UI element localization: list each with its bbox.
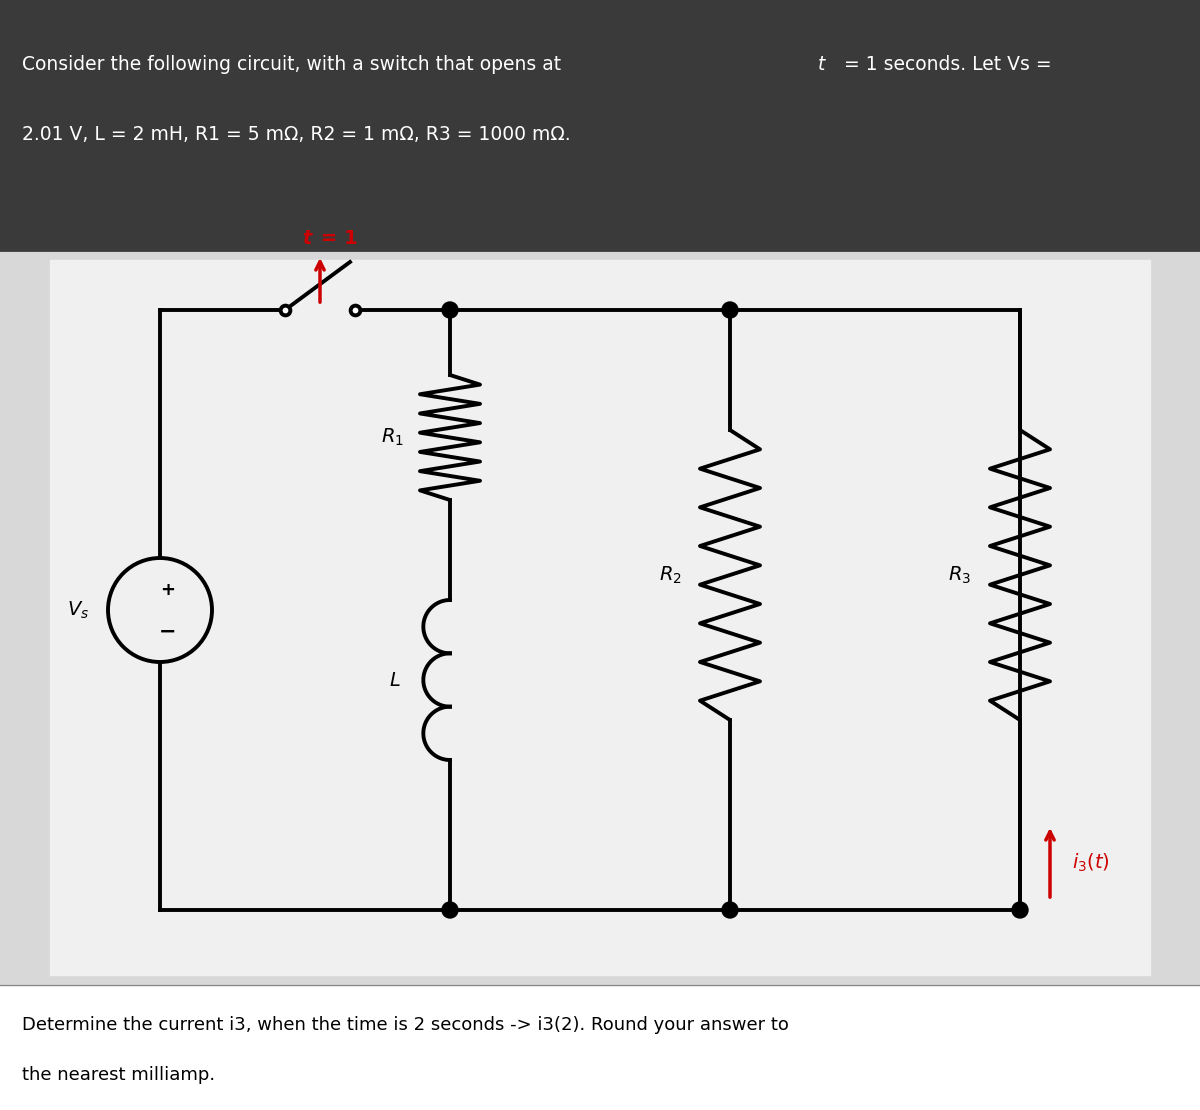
Text: t: t xyxy=(302,229,311,248)
Text: $i_3(t)$: $i_3(t)$ xyxy=(1072,851,1110,874)
Text: $V_s$: $V_s$ xyxy=(67,599,89,620)
Text: −: − xyxy=(160,622,176,642)
Text: $R_3$: $R_3$ xyxy=(948,564,972,586)
Bar xyxy=(50,260,1150,975)
Text: 2.01 V, L = 2 mH, R1 = 5 mΩ, R2 = 1 mΩ, R3 = 1000 mΩ.: 2.01 V, L = 2 mH, R1 = 5 mΩ, R2 = 1 mΩ, … xyxy=(22,125,571,144)
Circle shape xyxy=(722,902,738,918)
Circle shape xyxy=(1012,902,1028,918)
Text: $R_1$: $R_1$ xyxy=(380,427,403,448)
Circle shape xyxy=(442,902,458,918)
Text: Consider the following circuit, with a switch that opens at: Consider the following circuit, with a s… xyxy=(22,56,568,74)
Text: = 1: = 1 xyxy=(314,229,358,248)
Bar xyxy=(0,985,1200,1110)
Circle shape xyxy=(108,558,212,662)
Bar xyxy=(0,250,1200,985)
Text: $L$: $L$ xyxy=(389,670,401,689)
Circle shape xyxy=(722,302,738,317)
Text: t: t xyxy=(818,56,826,74)
Circle shape xyxy=(442,302,458,317)
Text: Determine the current i3, when the time is 2 seconds -> i3(2). Round your answer: Determine the current i3, when the time … xyxy=(22,1016,788,1035)
Text: = 1 seconds. Let Vs =: = 1 seconds. Let Vs = xyxy=(838,56,1051,74)
Bar xyxy=(0,0,1200,250)
Text: the nearest milliamp.: the nearest milliamp. xyxy=(22,1066,215,1084)
Text: +: + xyxy=(161,581,175,599)
Text: $R_2$: $R_2$ xyxy=(659,564,682,586)
